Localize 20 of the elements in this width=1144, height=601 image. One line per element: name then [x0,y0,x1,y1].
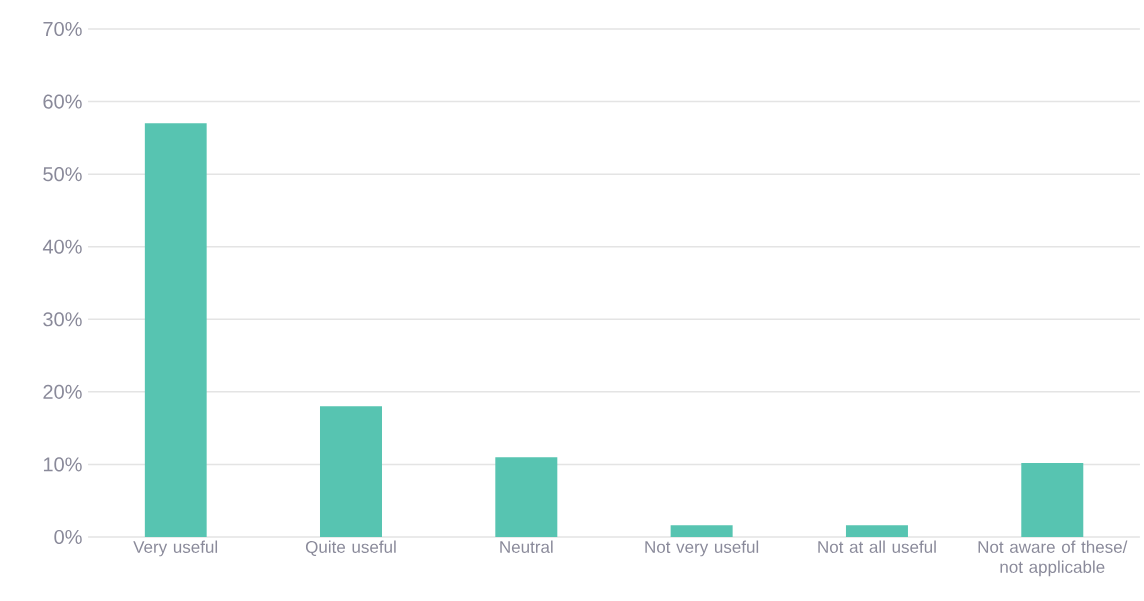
x-tick-label: Neutral [500,540,553,554]
x-tick-label: Not very useful [645,540,759,557]
bar [144,123,207,537]
y-tick-label: 0% [54,529,82,545]
x-tick-label: Quite useful [305,540,396,557]
y-tick-label: 10% [43,457,82,472]
y-tick-label: 50% [43,167,82,182]
x-tick-label: Not aware of these/ not applicable [978,540,1128,577]
y-tick-label: 30% [43,312,82,327]
bar [319,406,382,537]
y-tick-label: 70% [43,21,82,37]
y-tick-label: 40% [42,239,82,254]
y-tick-label: 60% [43,94,82,109]
bar [845,525,908,537]
x-tick-label: Not at all useful [818,540,936,554]
x-tick-label: Very useful [133,540,218,557]
bar [495,457,558,537]
y-tick-label: 20% [43,384,82,399]
bar [1021,462,1084,537]
bar [670,525,733,537]
